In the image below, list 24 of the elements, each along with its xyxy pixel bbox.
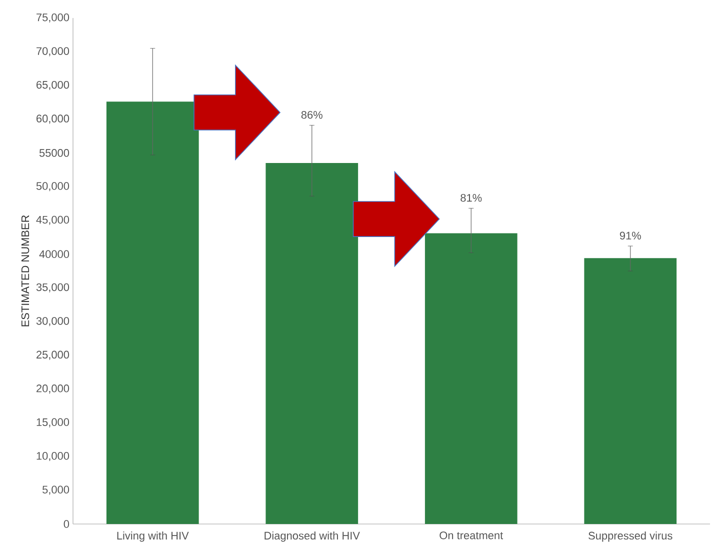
- y-tick-label: 5,000: [42, 486, 70, 495]
- y-axis-title: ESTIMATED NUMBER: [21, 215, 30, 326]
- y-tick-label: 65,000: [36, 80, 70, 90]
- y-tick-label: 70,000: [36, 47, 70, 56]
- y-tick-label: 60,000: [36, 114, 70, 124]
- y-tick-label: 25,000: [36, 350, 70, 360]
- y-tick-label: 45,000: [36, 216, 70, 225]
- x-tick-label: Suppressed virus: [588, 532, 672, 542]
- annotation: 91%: [620, 232, 641, 240]
- y-tick-label: 10,000: [36, 452, 70, 462]
- x-tick-label: Diagnosed with HIV: [264, 532, 360, 542]
- annotation: 86%: [301, 110, 322, 119]
- y-tick-label: 20,000: [36, 384, 70, 394]
- y-tick-label: 55000: [39, 149, 70, 157]
- x-tick-label: Living with HIV: [117, 532, 189, 542]
- y-tick-label: 30,000: [36, 317, 70, 326]
- y-tick-label: 50,000: [36, 182, 70, 192]
- y-tick-label: 75,000: [36, 13, 70, 23]
- annotation: 81%: [460, 194, 482, 202]
- y-tick-label: 0: [64, 520, 70, 528]
- y-tick-label: 15,000: [36, 418, 70, 428]
- x-tick-label: On treatment: [440, 532, 504, 540]
- y-tick-label: 40000: [39, 250, 70, 258]
- y-tick-label: 35,000: [36, 283, 70, 292]
